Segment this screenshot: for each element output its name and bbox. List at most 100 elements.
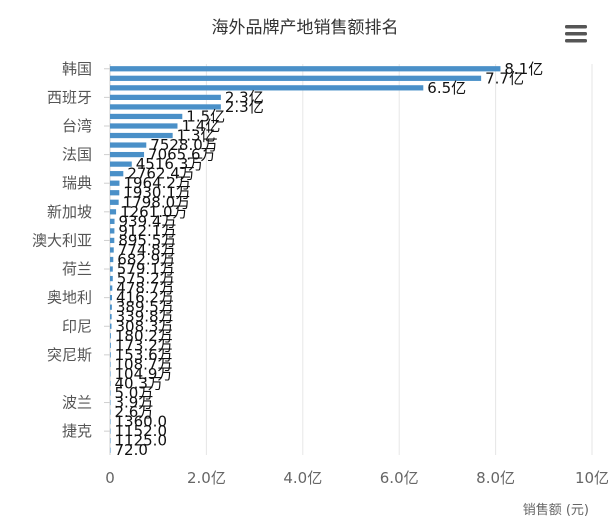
data-label: 1360.0 bbox=[115, 413, 168, 431]
x-tick-label: 8.0亿 bbox=[476, 469, 515, 487]
bar bbox=[110, 209, 117, 215]
bar bbox=[110, 352, 111, 358]
chart-title: 海外品牌产地销售额排名 bbox=[212, 18, 399, 38]
data-label: 1125.0 bbox=[115, 432, 168, 450]
data-label: 5.0万 bbox=[115, 384, 154, 402]
data-label: 1964.2万 bbox=[123, 174, 190, 192]
bar bbox=[110, 399, 111, 406]
bar bbox=[110, 342, 111, 348]
y-category-label: 新加坡 bbox=[47, 203, 92, 221]
bar bbox=[110, 323, 112, 329]
data-label: 8.1亿 bbox=[504, 60, 543, 78]
data-label: 2.6万 bbox=[115, 403, 154, 421]
bar bbox=[110, 409, 111, 415]
y-category-label: 韩国 bbox=[62, 60, 92, 78]
data-label: 895.5万 bbox=[118, 231, 176, 249]
y-category-label: 印尼 bbox=[62, 317, 92, 335]
y-category-label: 荷兰 bbox=[62, 260, 92, 278]
bar bbox=[110, 438, 111, 444]
data-label: 2.3亿 bbox=[225, 88, 264, 106]
bar bbox=[110, 218, 115, 224]
data-label: 6.5亿 bbox=[427, 79, 466, 97]
bar bbox=[110, 237, 115, 244]
data-label: 1261.0万 bbox=[120, 203, 188, 221]
data-label: 939.4万 bbox=[119, 212, 177, 230]
bar bbox=[110, 256, 114, 263]
bar bbox=[110, 94, 221, 101]
x-tick-label: 10亿 bbox=[575, 469, 609, 487]
data-label: 7.7亿 bbox=[485, 69, 524, 87]
data-label: 416.2万 bbox=[116, 289, 174, 307]
x-tick-label: 4.0亿 bbox=[283, 469, 322, 487]
x-axis-label: 销售额 (元) bbox=[523, 502, 589, 518]
data-label: 1.5亿 bbox=[186, 107, 225, 125]
bar bbox=[110, 151, 145, 158]
data-label: 3.9万 bbox=[115, 394, 154, 412]
y-category-label: 澳大利亚 bbox=[32, 231, 92, 249]
data-label: 2.3亿 bbox=[225, 98, 264, 116]
data-label: 173.2万 bbox=[115, 336, 173, 354]
data-label: 339.8万 bbox=[116, 308, 174, 326]
hamburger-menu-icon[interactable] bbox=[565, 25, 587, 43]
bar bbox=[110, 418, 111, 425]
data-label: 2762.4万 bbox=[127, 165, 194, 183]
bar bbox=[110, 199, 119, 205]
data-label: 7065.6万 bbox=[148, 146, 216, 164]
bar bbox=[110, 66, 501, 72]
bar bbox=[110, 371, 111, 377]
grid-lines bbox=[205, 64, 593, 455]
data-label: 40.3万 bbox=[115, 374, 163, 392]
data-label: 575.2万 bbox=[117, 270, 175, 288]
bar bbox=[110, 123, 178, 129]
bar bbox=[110, 380, 111, 387]
bar bbox=[110, 333, 111, 339]
data-label: 774.8万 bbox=[118, 241, 176, 259]
bar bbox=[110, 361, 111, 368]
bar bbox=[110, 161, 132, 167]
data-label: 682.9万 bbox=[117, 251, 175, 269]
bar bbox=[110, 314, 112, 320]
y-category-label: 瑞典 bbox=[62, 174, 92, 192]
data-label: 4516.3万 bbox=[136, 155, 204, 173]
bar bbox=[110, 132, 173, 139]
bar bbox=[110, 390, 111, 396]
bar bbox=[110, 447, 111, 453]
data-label: 1.4亿 bbox=[181, 117, 220, 135]
data-label: 153.6万 bbox=[115, 346, 173, 364]
data-label: 1152.0 bbox=[115, 422, 168, 440]
data-label: 308.3万 bbox=[115, 317, 173, 335]
bar bbox=[110, 295, 113, 301]
y-category-label: 波兰 bbox=[62, 394, 92, 412]
y-category-label: 突尼斯 bbox=[47, 346, 92, 364]
data-label: 579.1万 bbox=[117, 260, 175, 278]
bar bbox=[110, 180, 120, 186]
bar bbox=[110, 113, 183, 120]
data-labels: 8.1亿7.7亿6.5亿2.3亿2.3亿1.5亿1.4亿1.3亿7528.0万7… bbox=[115, 60, 544, 459]
x-tick-label: 6.0亿 bbox=[380, 469, 419, 487]
bar bbox=[110, 75, 482, 81]
bar bbox=[110, 228, 115, 234]
bar bbox=[110, 190, 120, 196]
data-label: 389.5万 bbox=[116, 298, 174, 316]
data-label: 7528.0万 bbox=[150, 136, 218, 154]
y-category-label: 台湾 bbox=[62, 117, 92, 135]
bar bbox=[110, 304, 112, 310]
bar bbox=[110, 171, 124, 177]
data-label: 104.9万 bbox=[115, 365, 173, 383]
bar bbox=[110, 104, 221, 110]
bar bbox=[110, 247, 114, 253]
y-category-label: 捷克 bbox=[62, 422, 92, 440]
data-label: 180.2万 bbox=[115, 327, 173, 345]
y-category-label: 西班牙 bbox=[47, 88, 92, 106]
data-label: 108.7万 bbox=[115, 355, 173, 373]
x-tick-label: 0 bbox=[105, 469, 115, 487]
y-category-label: 奥地利 bbox=[47, 289, 92, 307]
y-category-label: 法国 bbox=[62, 146, 92, 164]
bar bbox=[110, 275, 113, 282]
bar bbox=[110, 285, 113, 291]
data-label: 478.7万 bbox=[116, 279, 174, 297]
x-tick-label: 2.0亿 bbox=[187, 469, 226, 487]
data-label: 72.0 bbox=[115, 441, 148, 459]
